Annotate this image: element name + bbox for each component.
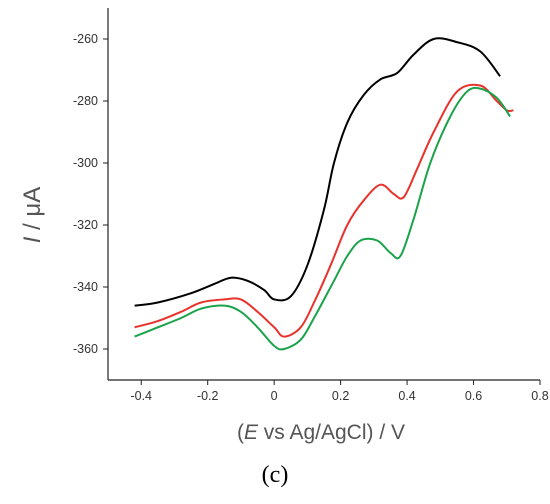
x-tick-label: -0.4 (130, 389, 152, 403)
y-tick-label: -280 (73, 94, 98, 108)
x-axis-label: (E vs Ag/AgCl) / V (237, 421, 405, 444)
x-axis-label-rest: vs Ag/AgCl) / V (258, 421, 405, 444)
series-line-3 (134, 86, 511, 351)
x-axis-label-italic: E (244, 421, 259, 444)
y-tick-label: -360 (73, 342, 98, 356)
x-tick-label: -0.2 (197, 389, 219, 403)
x-tick-label: 0 (271, 389, 278, 403)
x-tick-label: 0.6 (465, 389, 482, 403)
y-axis-label-italic: I (19, 236, 46, 243)
x-axis-label-open: ( (237, 421, 244, 444)
y-tick-label: -300 (73, 156, 98, 170)
x-tick-label: 0.2 (332, 389, 349, 403)
series-line-1 (134, 37, 501, 307)
axes: -360 -340 -320 -300 -280 -260 -0.4 -0.2 0 0.2 0.4 0… (73, 8, 549, 403)
x-tick-label: 0.8 (531, 389, 548, 403)
voltammogram-chart: -360 -340 -320 -300 -280 -260 -0.4 -0.2 0 0.2 0.4 0… (19, 8, 549, 444)
series-line-2 (134, 83, 514, 338)
y-tick-label: -320 (73, 218, 98, 232)
y-tick-label: -340 (73, 280, 98, 294)
x-tick-label: 0.4 (398, 389, 415, 403)
y-axis-label: I / μA (19, 187, 46, 244)
panel-label: (c) (261, 462, 289, 488)
series-group (134, 37, 514, 351)
y-axis-label-rest: / μA (19, 187, 46, 237)
y-tick-label: -260 (73, 32, 98, 46)
